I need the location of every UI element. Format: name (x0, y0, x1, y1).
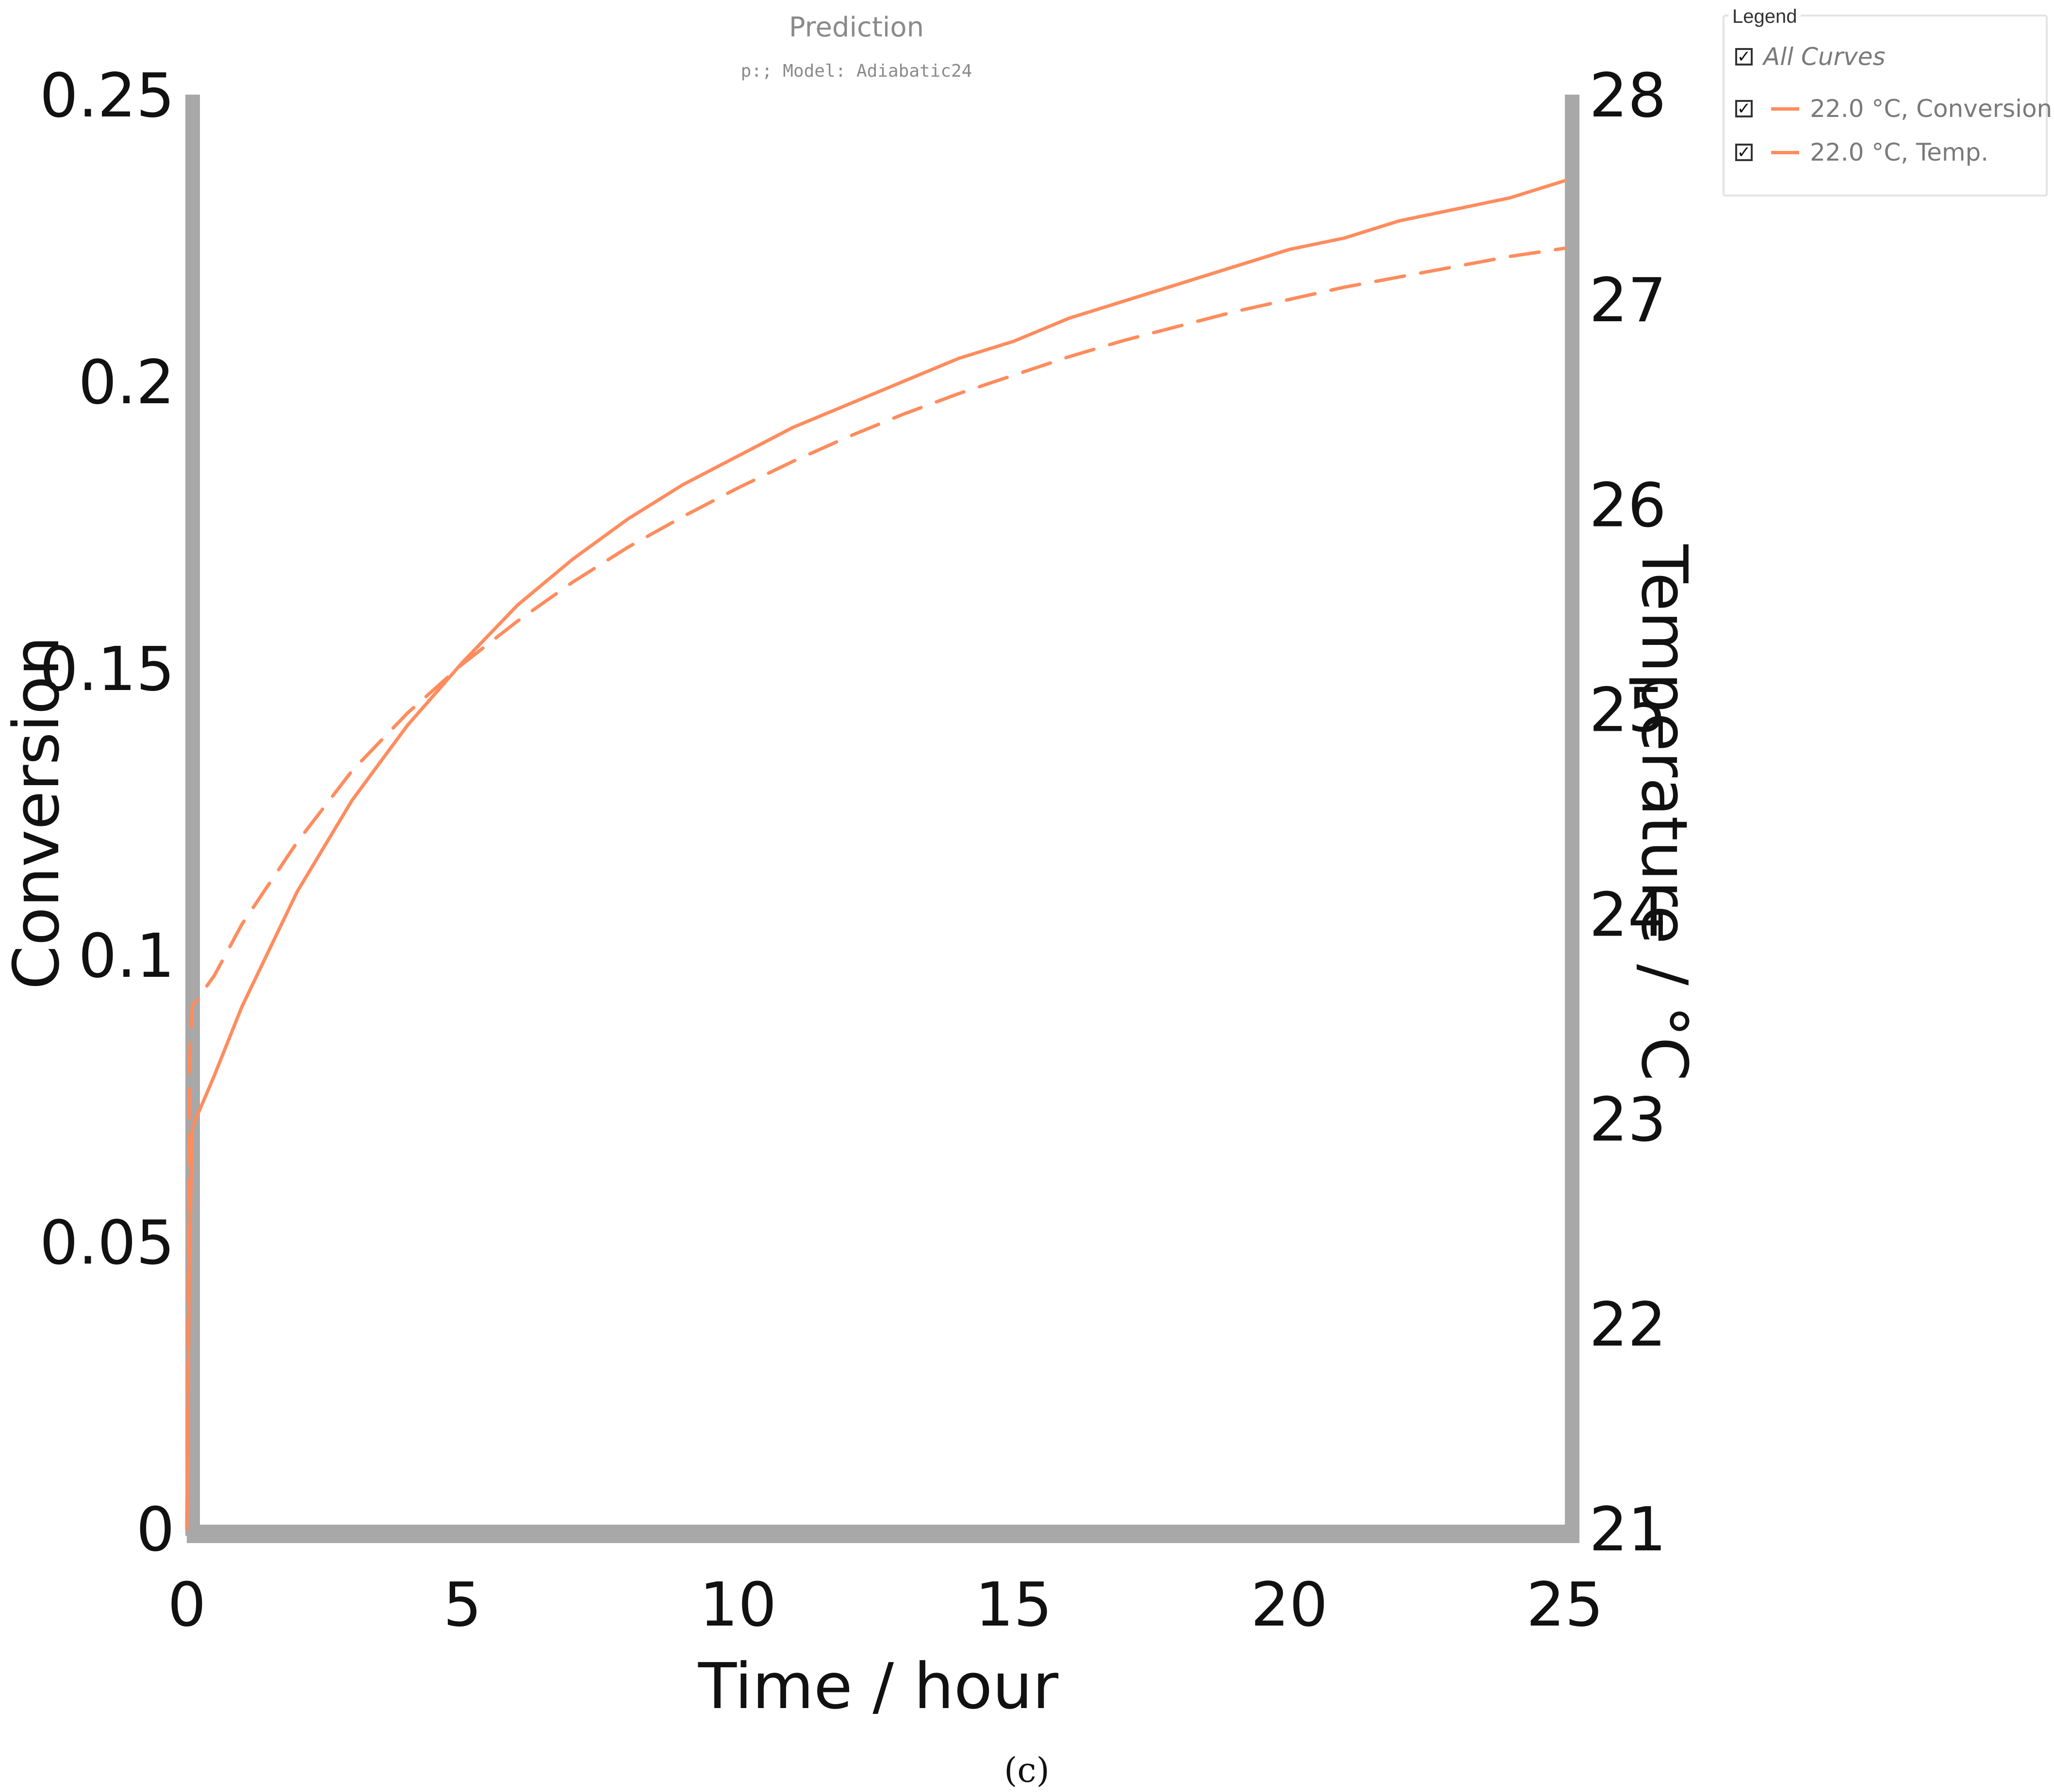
all-curves-checkbox[interactable]: ✓ (1735, 48, 1753, 66)
conversion-line (185, 179, 1567, 1530)
conversion-swatch (1771, 107, 1799, 111)
x-tick-label: 15 (975, 1570, 1052, 1640)
y2-tick-label: 27 (1589, 265, 1666, 336)
y-axis-label: Conversion (0, 636, 73, 990)
y-tick-label: 0.2 (78, 347, 175, 418)
y2-tick-label: 23 (1589, 1085, 1666, 1155)
legend-label-conversion: 22.0 °C, Conversion (1810, 95, 2053, 123)
legend-title: Legend (1728, 6, 1801, 28)
legend-item-conversion[interactable]: ✓ 22.0 °C, Conversion (1735, 95, 2052, 123)
y-tick-label: 0.25 (40, 61, 175, 131)
y2-axis-bar (1565, 95, 1579, 1536)
legend-label-temp: 22.0 °C, Temp. (1810, 138, 1989, 166)
y-tick-label: 0.15 (40, 634, 175, 705)
x-tick-label: 25 (1526, 1570, 1603, 1640)
x-axis-label: Time / hour (698, 1649, 1059, 1723)
conversion-checkbox[interactable]: ✓ (1735, 100, 1753, 117)
y2-tick-label: 22 (1589, 1290, 1666, 1360)
temp-swatch (1771, 150, 1799, 154)
x-tick-label: 5 (443, 1570, 482, 1640)
legend-item-temp[interactable]: ✓ 22.0 °C, Temp. (1735, 138, 1988, 166)
x-tick-label: 0 (167, 1570, 206, 1640)
axes (185, 95, 1579, 1543)
figure-caption: (c) (1004, 1750, 1050, 1790)
tick-labels: 0 5 10 15 20 25 0 0.05 0.1 0.15 0.2 0.25 21 22 23 24 25 2… (40, 61, 1666, 1640)
y2-axis-label: Temperature / °C (1627, 544, 1701, 1081)
y2-tick-label: 21 (1589, 1495, 1666, 1565)
legend-panel (1723, 15, 2048, 197)
check-icon: ✓ (1737, 47, 1751, 66)
series-lines (185, 179, 1567, 1530)
y2-tick-label: 24 (1589, 880, 1666, 951)
y-tick-label: 0.05 (40, 1208, 175, 1278)
check-icon: ✓ (1737, 99, 1751, 118)
y-tick-label: 0.1 (78, 921, 175, 991)
x-tick-label: 20 (1250, 1570, 1328, 1640)
chart-subtitle: p:; Model: Adiabatic24 (741, 61, 972, 81)
y-tick-label: 0 (136, 1495, 175, 1565)
temperature-line (185, 247, 1567, 1530)
check-icon: ✓ (1737, 143, 1751, 162)
x-tick-label: 10 (699, 1570, 776, 1640)
x-axis-bar (187, 1525, 1579, 1543)
temp-checkbox[interactable]: ✓ (1735, 144, 1753, 161)
all-curves-label: All Curves (1763, 43, 1886, 71)
y2-tick-label: 26 (1589, 470, 1666, 541)
legend-all-curves[interactable]: ✓ All Curves (1735, 43, 1885, 71)
y2-tick-label: 25 (1589, 675, 1666, 745)
chart-title: Prediction (789, 12, 924, 43)
y2-tick-label: 28 (1589, 61, 1666, 131)
